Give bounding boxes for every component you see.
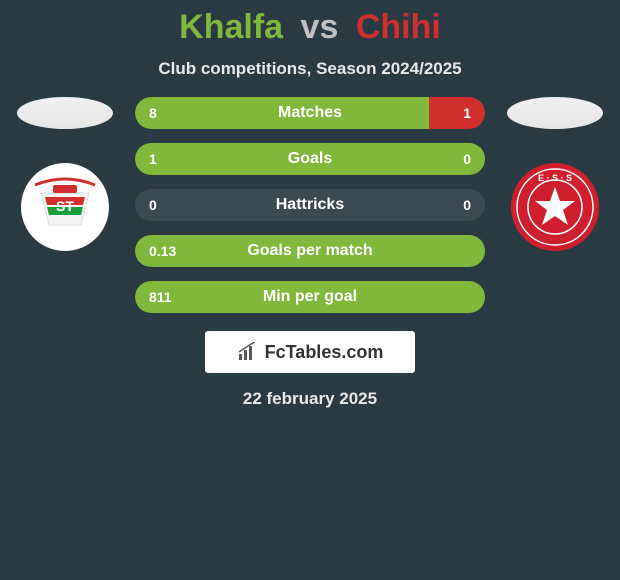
svg-text:E · S · S: E · S · S (538, 173, 572, 183)
stat-row: 0.13Goals per match (135, 235, 485, 267)
stat-row: 10Goals (135, 143, 485, 175)
stat-row: 00Hattricks (135, 189, 485, 221)
stat-label: Matches (135, 97, 485, 129)
team1-logo: ST (21, 163, 109, 251)
stat-label: Goals per match (135, 235, 485, 267)
subtitle: Club competitions, Season 2024/2025 (0, 59, 620, 79)
stats-list: 81Matches 10Goals 00Hattricks 0.13Goals per… (135, 97, 485, 313)
brand-text: FcTables.com (265, 342, 384, 363)
page-title: Khalfa vs Chihi (0, 8, 620, 47)
comparison-content: ST 81Matches 10Goals 00Hattricks 0.13Goals … (0, 97, 620, 313)
date-label: 22 february 2025 (243, 389, 377, 409)
player1-flag (17, 97, 113, 129)
stat-row: 811Min per goal (135, 281, 485, 313)
vs-label: vs (301, 8, 339, 46)
right-column: E · S · S (505, 97, 605, 251)
left-column: ST (15, 97, 115, 251)
chart-icon (237, 342, 259, 362)
svg-text:ST: ST (56, 198, 74, 214)
stat-label: Goals (135, 143, 485, 175)
stat-row: 81Matches (135, 97, 485, 129)
footer: FcTables.com 22 february 2025 (0, 331, 620, 409)
player1-name: Khalfa (179, 8, 283, 46)
team2-logo: E · S · S (511, 163, 599, 251)
player2-flag (507, 97, 603, 129)
stat-label: Min per goal (135, 281, 485, 313)
brand-badge: FcTables.com (205, 331, 415, 373)
player2-name: Chihi (356, 8, 441, 46)
stat-label: Hattricks (135, 189, 485, 221)
